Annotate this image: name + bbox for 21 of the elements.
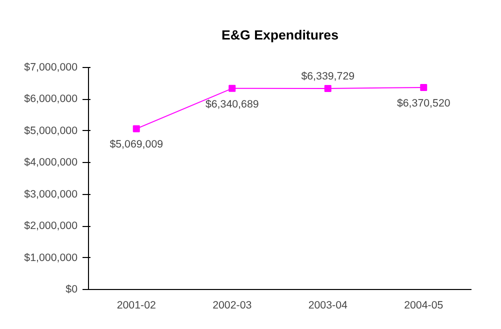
x-tick-label: 2001-02 xyxy=(116,300,156,312)
y-tick-label: $3,000,000 xyxy=(24,188,78,200)
chart-title: E&G Expenditures xyxy=(221,28,339,42)
y-tick-label: $6,000,000 xyxy=(24,93,78,106)
point xyxy=(324,84,332,92)
x-tick-label: 2003-04 xyxy=(308,300,348,312)
data-label: $6,340,689 xyxy=(205,98,259,110)
data-label: $6,339,729 xyxy=(301,70,355,82)
y-tick-label: $0 xyxy=(66,284,78,296)
y-tick-label: $1,000,000 xyxy=(24,252,78,264)
point xyxy=(420,84,428,91)
data-label: $5,069,009 xyxy=(110,138,164,151)
y-tick-label: $7,000,000 xyxy=(24,62,78,74)
y-tick-label: $5,000,000 xyxy=(24,124,78,137)
data-label: $6,370,520 xyxy=(396,97,450,110)
y-tick-label: $4,000,000 xyxy=(24,156,78,169)
point xyxy=(132,125,140,132)
y-tick-label: $2,000,000 xyxy=(24,220,78,232)
x-tick-label: 2002-03 xyxy=(212,300,252,312)
x-tick-label: 2004-05 xyxy=(404,300,444,312)
point xyxy=(228,84,236,92)
